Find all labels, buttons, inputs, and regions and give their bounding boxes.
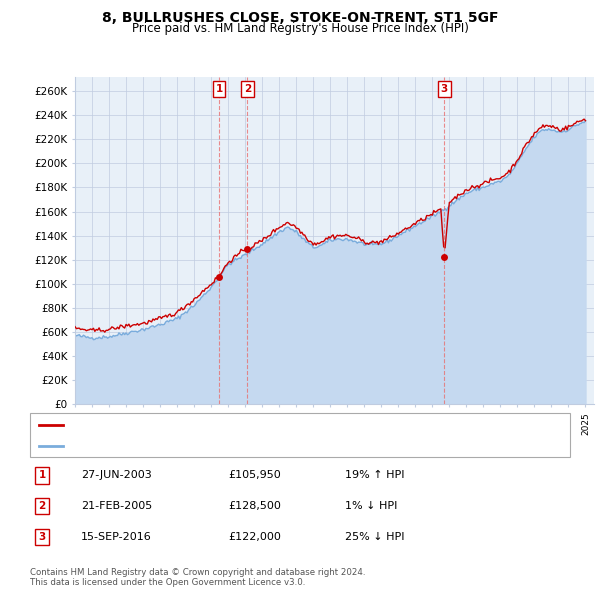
Text: 27-JUN-2003: 27-JUN-2003: [81, 470, 152, 480]
Text: 8, BULLRUSHES CLOSE, STOKE-ON-TRENT, ST1 5GF: 8, BULLRUSHES CLOSE, STOKE-ON-TRENT, ST1…: [102, 11, 498, 25]
Text: 3: 3: [38, 532, 46, 542]
Text: £122,000: £122,000: [228, 532, 281, 542]
Text: £128,500: £128,500: [228, 501, 281, 511]
Text: 19% ↑ HPI: 19% ↑ HPI: [345, 470, 404, 480]
Text: 15-SEP-2016: 15-SEP-2016: [81, 532, 152, 542]
Text: 8, BULLRUSHES CLOSE, STOKE-ON-TRENT, ST1 5GF (detached house): 8, BULLRUSHES CLOSE, STOKE-ON-TRENT, ST1…: [68, 421, 407, 430]
Text: 1: 1: [215, 84, 223, 94]
Text: 1% ↓ HPI: 1% ↓ HPI: [345, 501, 397, 511]
Text: HPI: Average price, detached house, Stoke-on-Trent: HPI: Average price, detached house, Stok…: [68, 441, 319, 451]
Text: 3: 3: [441, 84, 448, 94]
Text: 25% ↓ HPI: 25% ↓ HPI: [345, 532, 404, 542]
Text: 21-FEB-2005: 21-FEB-2005: [81, 501, 152, 511]
Text: Price paid vs. HM Land Registry's House Price Index (HPI): Price paid vs. HM Land Registry's House …: [131, 22, 469, 35]
Text: 2: 2: [244, 84, 251, 94]
Text: 1: 1: [38, 470, 46, 480]
Text: Contains HM Land Registry data © Crown copyright and database right 2024.
This d: Contains HM Land Registry data © Crown c…: [30, 568, 365, 587]
Text: 2: 2: [38, 501, 46, 511]
Text: £105,950: £105,950: [228, 470, 281, 480]
